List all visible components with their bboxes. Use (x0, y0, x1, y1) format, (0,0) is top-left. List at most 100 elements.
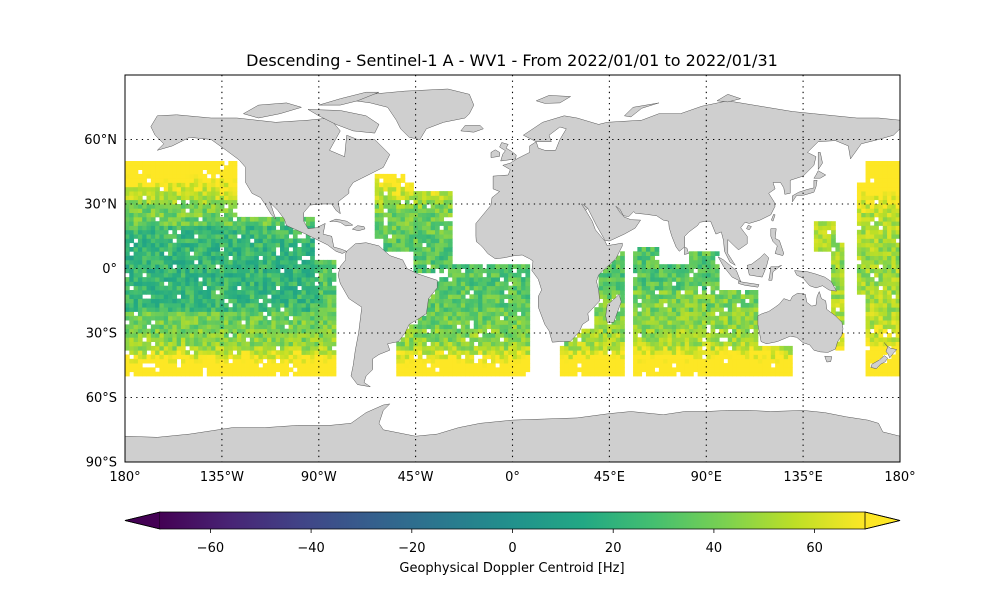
data-cell (249, 371, 255, 377)
data-cell (193, 281, 199, 287)
data-cell (211, 234, 216, 239)
data-cell (288, 302, 294, 308)
data-cell (443, 251, 449, 256)
data-cell (331, 290, 337, 295)
data-cell (443, 225, 449, 231)
data-cell (676, 324, 681, 330)
data-cell (146, 302, 152, 308)
data-cell (236, 264, 242, 269)
data-cell (633, 337, 638, 342)
data-cell (228, 268, 234, 274)
data-cell (314, 367, 320, 373)
data-cell (895, 212, 900, 218)
data-cell (611, 358, 617, 364)
data-cell (456, 307, 462, 312)
data-cell (447, 290, 453, 295)
data-cell (133, 277, 139, 282)
data-cell (219, 328, 225, 334)
data-cell (133, 212, 139, 218)
data-cell (430, 311, 436, 317)
data-cell (215, 285, 221, 291)
data-cell (443, 264, 449, 269)
data-cell (874, 229, 879, 235)
data-cell (193, 178, 199, 183)
data-cell (155, 182, 160, 188)
data-cell (267, 229, 272, 235)
data-cell (236, 216, 242, 222)
data-cell (701, 367, 707, 373)
data-cell (525, 294, 531, 299)
data-cell (443, 320, 449, 325)
data-cell (318, 363, 324, 368)
data-cell (422, 337, 427, 342)
landmass-madagascar (605, 294, 622, 323)
data-cell (508, 358, 513, 364)
data-cell (159, 307, 165, 312)
data-cell (443, 354, 449, 360)
data-cell (452, 264, 457, 269)
data-cell (697, 307, 703, 312)
data-cell (426, 238, 432, 244)
data-cell (314, 264, 320, 269)
data-cell (211, 199, 216, 205)
lat-tick-label: 30°S (86, 327, 117, 342)
data-cell (594, 358, 600, 364)
data-cell (159, 251, 165, 256)
data-cell (701, 350, 707, 355)
data-cell (215, 161, 221, 166)
data-cell (400, 350, 406, 355)
data-cell (383, 182, 389, 188)
data-cell (740, 341, 746, 347)
data-cell (271, 298, 277, 304)
data-cell (753, 328, 759, 334)
data-cell (267, 333, 272, 338)
data-cell (826, 238, 832, 244)
data-cell (465, 311, 470, 317)
data-cell (641, 333, 647, 338)
data-cell (168, 328, 173, 334)
data-cell (396, 358, 401, 364)
data-cell (714, 294, 720, 299)
data-cell (224, 307, 229, 312)
data-cell (697, 367, 703, 373)
data-cell (645, 328, 651, 334)
data-cell (323, 272, 328, 278)
data-cell (426, 255, 432, 261)
data-cell (310, 216, 315, 222)
data-cell (318, 268, 324, 274)
data-cell (249, 264, 255, 269)
data-cell (215, 234, 221, 239)
data-cell (323, 371, 328, 377)
data-cell (245, 290, 251, 295)
data-cell (719, 333, 724, 338)
data-cell (645, 259, 651, 265)
data-cell (224, 216, 229, 222)
data-cell (620, 350, 625, 355)
data-cell (460, 320, 466, 325)
data-cell (228, 311, 234, 317)
data-cell (236, 221, 242, 226)
data-cell (215, 358, 221, 364)
data-cell (581, 358, 587, 364)
data-cell (262, 259, 268, 265)
data-cell (486, 354, 492, 360)
data-cell (245, 333, 251, 338)
data-cell (254, 272, 259, 278)
data-cell (163, 311, 169, 317)
data-cell (749, 367, 755, 373)
data-cell (391, 242, 397, 248)
data-cell (236, 350, 242, 355)
data-cell (856, 285, 862, 291)
data-cell (469, 350, 475, 355)
data-cell (193, 315, 199, 321)
data-cell (133, 165, 139, 170)
data-cell (689, 298, 694, 304)
data-cell (525, 367, 531, 373)
data-cell (331, 311, 337, 317)
data-cell (452, 268, 457, 274)
data-cell (650, 367, 655, 373)
data-cell (323, 354, 328, 360)
data-cell (452, 354, 457, 360)
data-cell (125, 367, 130, 373)
data-cell (564, 345, 569, 351)
